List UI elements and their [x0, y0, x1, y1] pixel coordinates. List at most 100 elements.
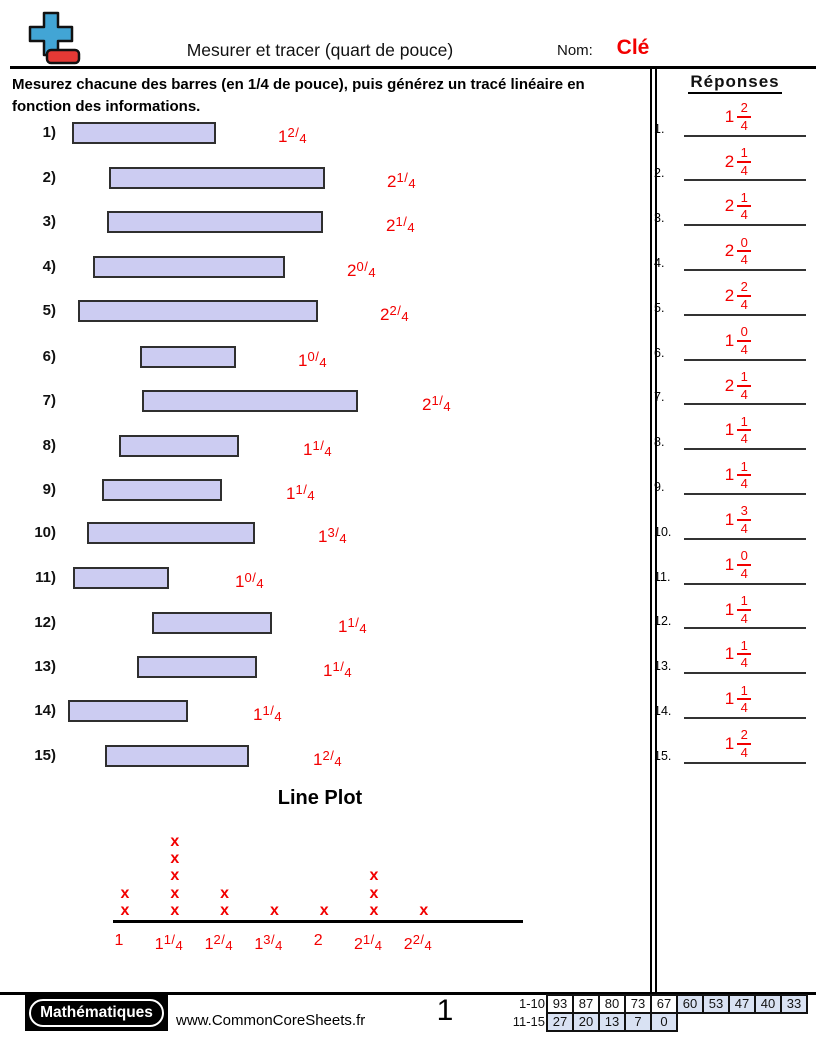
problem-number: 4): [42, 258, 56, 275]
measurement-label: 11/4: [338, 615, 367, 636]
measurement-label: 11/4: [253, 703, 282, 724]
measure-bar: [119, 435, 239, 457]
axis-tick-label: 22/4: [403, 932, 432, 953]
x-mark: x: [120, 902, 130, 919]
measure-bar: [68, 700, 188, 722]
measure-bar: [142, 390, 358, 412]
line-plot-axis: [113, 920, 523, 923]
x-mark: x: [120, 884, 130, 902]
problem-number: 6): [42, 348, 56, 365]
measurement-label: 13/4: [318, 525, 347, 546]
answer-number: 4.: [654, 255, 665, 270]
problem-number: 8): [42, 437, 56, 454]
x-mark: x: [369, 884, 379, 902]
name-label: Nom:: [557, 42, 593, 59]
instructions-text: Mesurez chacune des barres (en 1/4 de po…: [12, 76, 585, 115]
x-mark: x: [170, 902, 180, 919]
problem-number: 12): [34, 614, 56, 631]
score-row: 11-15 27 20 13 7 0: [511, 1012, 678, 1032]
x-mark: x: [419, 902, 429, 919]
measure-bar: [152, 612, 272, 634]
score-cell: 0: [650, 1012, 678, 1032]
answer-number: 14.: [654, 703, 672, 718]
score-cell: 13: [598, 1012, 626, 1032]
score-cell: 87: [572, 994, 600, 1014]
brand-label: Mathématiques: [29, 999, 164, 1027]
problem-number: 9): [42, 481, 56, 498]
measure-bar: [102, 479, 222, 501]
measurement-label: 12/4: [313, 748, 342, 769]
problem-number: 10): [34, 524, 56, 541]
measure-bar: [73, 567, 169, 589]
measurement-label: 21/4: [386, 214, 415, 235]
x-mark: x: [319, 902, 329, 919]
x-mark: x: [170, 832, 180, 850]
measurement-label: 10/4: [235, 570, 264, 591]
x-mark: x: [220, 902, 230, 919]
measurement-label: 21/4: [422, 393, 451, 414]
x-mark: x: [269, 902, 279, 919]
answer-number: 2.: [654, 166, 665, 181]
answers-divider: [650, 68, 657, 993]
measure-bar: [107, 211, 323, 233]
x-mark: x: [170, 867, 180, 885]
measurement-label: 11/4: [286, 482, 315, 503]
answer-number: 12.: [654, 614, 672, 629]
score-cell: 20: [572, 1012, 600, 1032]
problem-number: 11): [35, 569, 56, 586]
score-cell: 80: [598, 994, 626, 1014]
line-plot-title: Line Plot: [277, 787, 363, 809]
axis-tick-label: 2: [313, 932, 323, 949]
problem-number: 5): [42, 302, 56, 319]
measurement-label: 11/4: [303, 438, 332, 459]
score-range-label: 11-15: [512, 1014, 545, 1029]
measure-bar: [78, 300, 318, 322]
measure-bar: [140, 346, 236, 368]
axis-tick-label: 12/4: [204, 932, 233, 953]
answer-number: 9.: [654, 479, 665, 494]
x-mark: x: [220, 884, 230, 902]
answer-number: 7.: [654, 390, 665, 405]
score-cell: 47: [728, 994, 756, 1014]
score-cell: 73: [624, 994, 652, 1014]
problem-number: 7): [42, 392, 56, 409]
score-cell: 93: [546, 994, 574, 1014]
page-number: 1: [436, 994, 454, 1027]
plus-minus-logo: [28, 11, 81, 65]
answer-number: 11.: [654, 569, 671, 584]
header-rule: [10, 66, 816, 69]
measurement-label: 12/4: [278, 125, 307, 146]
score-cell: 33: [780, 994, 808, 1014]
measurement-label: 20/4: [347, 259, 376, 280]
answer-number: 6.: [654, 345, 665, 360]
score-cell: 60: [676, 994, 704, 1014]
answer-number: 10.: [654, 524, 672, 539]
score-row: 1-10 93 87 80 73 67 60 53 47 40 33: [511, 994, 808, 1014]
problem-number: 13): [34, 658, 56, 675]
measure-bar: [93, 256, 285, 278]
measure-bar: [137, 656, 257, 678]
measurement-label: 10/4: [298, 349, 327, 370]
score-cell: 40: [754, 994, 782, 1014]
